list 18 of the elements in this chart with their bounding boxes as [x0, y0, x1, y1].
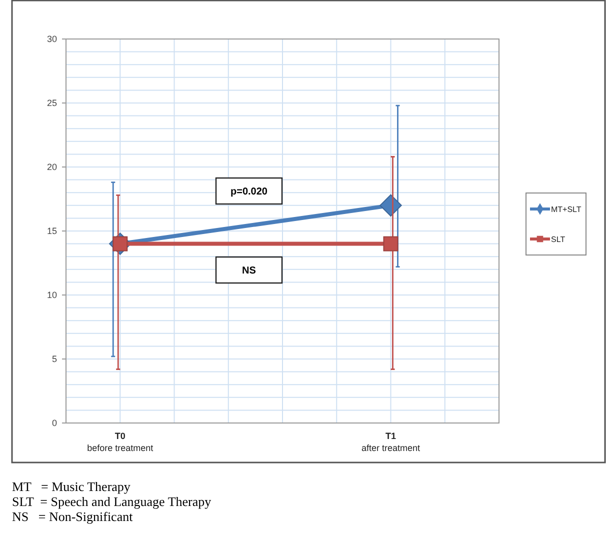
text: SLT = Speech and Language Therapy	[12, 494, 212, 509]
note-box: NS	[215, 256, 283, 284]
legend-label: MT+SLT	[551, 204, 582, 214]
y-tick-label: 30	[46, 34, 57, 44]
y-tick-label: 20	[46, 162, 57, 172]
text: NS = Non-Significant	[12, 509, 134, 524]
y-tick-label: 25	[46, 98, 57, 108]
y-tick-label: 10	[46, 290, 57, 300]
x-tick-label: T0 before treatment	[87, 431, 154, 453]
legend-label: SLT	[551, 234, 566, 244]
x-tick-label: T1 after treatment	[361, 431, 421, 453]
annotation: p=0.020	[230, 186, 268, 198]
y-tick-label: 15	[46, 226, 57, 236]
annotation: NS	[242, 266, 256, 276]
text: MT = Music Therapy	[12, 479, 131, 494]
y-tick-label: 0	[52, 418, 57, 428]
y-tick-label: 5	[52, 354, 57, 364]
note-box: p=0.020	[215, 177, 283, 205]
